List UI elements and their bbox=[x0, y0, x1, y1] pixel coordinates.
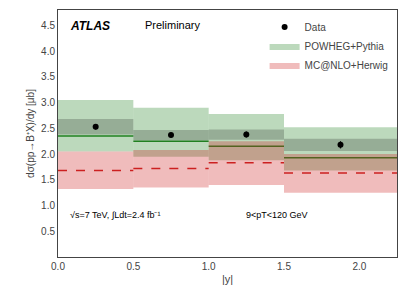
svg-text:|y|: |y| bbox=[222, 273, 233, 285]
svg-text:Data: Data bbox=[305, 22, 327, 33]
svg-text:4.0: 4.0 bbox=[41, 46, 55, 57]
svg-text:1.0: 1.0 bbox=[41, 200, 55, 211]
svg-text:0.0: 0.0 bbox=[51, 261, 65, 272]
svg-text:1.5: 1.5 bbox=[277, 261, 291, 272]
svg-text:POWHEG+Pythia: POWHEG+Pythia bbox=[305, 41, 385, 52]
svg-text:0.5: 0.5 bbox=[41, 226, 55, 237]
svg-text:1.5: 1.5 bbox=[41, 174, 55, 185]
svg-text:Preliminary: Preliminary bbox=[145, 19, 201, 31]
svg-text:1.0: 1.0 bbox=[202, 261, 216, 272]
svg-text:2.0: 2.0 bbox=[41, 149, 55, 160]
svg-text:3.0: 3.0 bbox=[41, 97, 55, 108]
svg-text:3.5: 3.5 bbox=[41, 71, 55, 82]
svg-text:MC@NLO+Herwig: MC@NLO+Herwig bbox=[305, 60, 388, 71]
svg-text:dσ(pp→B⁺X)/dy [μb]: dσ(pp→B⁺X)/dy [μb] bbox=[25, 89, 36, 178]
svg-text:0.5: 0.5 bbox=[126, 261, 140, 272]
svg-text:ATLAS: ATLAS bbox=[70, 19, 110, 33]
svg-text:4.5: 4.5 bbox=[41, 20, 55, 31]
svg-text:2.5: 2.5 bbox=[41, 123, 55, 134]
svg-text:9<pT<120 GeV: 9<pT<120 GeV bbox=[246, 210, 308, 220]
svg-text:√s=7 TeV, ∫Ldt=2.4 fb⁻¹: √s=7 TeV, ∫Ldt=2.4 fb⁻¹ bbox=[70, 210, 160, 220]
svg-text:2.0: 2.0 bbox=[352, 261, 366, 272]
